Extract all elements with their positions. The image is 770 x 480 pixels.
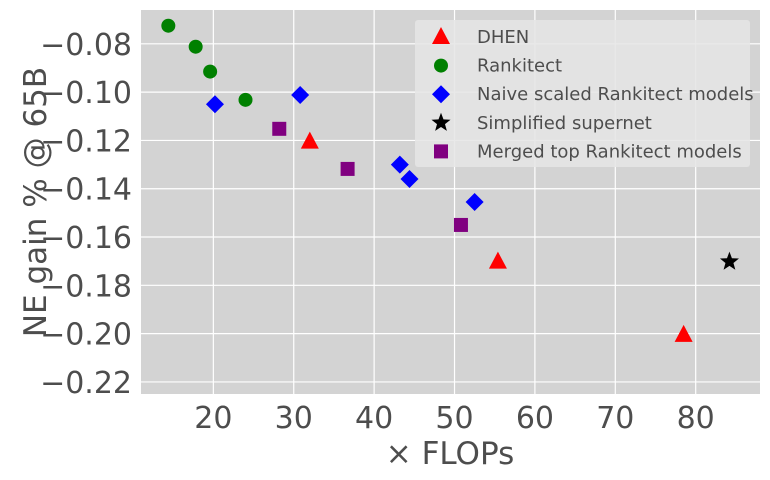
y-tick-label: −0.18 (40, 269, 132, 304)
data-point-merged-top-rankitect-models (453, 217, 468, 232)
y-tick-label: −0.20 (40, 318, 132, 353)
data-points (161, 18, 739, 342)
legend-label: Naive scaled Rankitect models (477, 84, 754, 105)
legend-item-rankitect: Rankitect (434, 56, 562, 77)
legend-marker-merged-top-rankitect-models (434, 144, 448, 159)
legend-marker-naive-scaled-rankitect-models (432, 85, 450, 104)
series-simplified-supernet (719, 251, 739, 270)
legend-box (415, 20, 750, 167)
series-merged-top-rankitect-models (272, 121, 468, 232)
y-tick-label: −0.12 (40, 124, 132, 159)
y-tick-label: −0.14 (40, 173, 132, 208)
data-point-rankitect (203, 64, 218, 79)
legend-marker-simplified-supernet (431, 112, 451, 131)
data-point-rankitect (238, 92, 253, 107)
series-naive-scaled-rankitect-models (205, 86, 484, 211)
legend-item-simplified-supernet: Simplified supernet (431, 112, 652, 134)
data-point-naive-scaled-rankitect-models (205, 95, 224, 114)
data-point-simplified-supernet (719, 251, 739, 270)
x-tick-label: 30 (275, 401, 313, 436)
data-point-rankitect (188, 39, 203, 54)
legend-label: Merged top Rankitect models (477, 141, 742, 162)
x-tick-label: 20 (194, 401, 232, 436)
data-point-naive-scaled-rankitect-models (400, 170, 419, 189)
legend-item-merged-top-rankitect-models: Merged top Rankitect models (434, 141, 742, 162)
series-dhen (300, 131, 693, 342)
data-point-merged-top-rankitect-models (272, 121, 287, 136)
data-point-dhen (674, 324, 693, 342)
x-tick-label: 40 (355, 401, 393, 436)
data-point-naive-scaled-rankitect-models (390, 155, 409, 174)
data-point-naive-scaled-rankitect-models (465, 193, 484, 211)
data-point-naive-scaled-rankitect-models (291, 86, 310, 105)
x-tick-labels: 20 30 40 50 60 70 80 (194, 401, 715, 436)
y-tick-label: −0.22 (40, 366, 132, 401)
legend-label: Simplified supernet (477, 113, 652, 134)
x-tick-label: 70 (596, 401, 634, 436)
x-tick-label: 80 (677, 401, 715, 436)
y-axis-label: NE gain % @ 65B (18, 67, 54, 337)
x-tick-label: 50 (435, 401, 473, 436)
legend-item-dhen: DHEN (432, 27, 529, 48)
data-point-dhen (300, 131, 319, 149)
legend-label: Rankitect (477, 56, 562, 77)
data-point-merged-top-rankitect-models (340, 161, 355, 176)
y-tick-label: −0.08 (40, 28, 132, 63)
y-tick-label: −0.10 (40, 76, 132, 111)
x-tick-label: 60 (516, 401, 554, 436)
legend: DHEN Rankitect Naive scaled Rankitect mode… (415, 20, 754, 167)
y-tick-label: −0.16 (40, 221, 132, 256)
y-tick-labels: −0.08 −0.10 −0.12 −0.14 −0.16 −0.18 −0.20 −0.22 (40, 28, 132, 401)
data-point-rankitect (161, 18, 176, 33)
legend-marker-rankitect (434, 58, 448, 73)
series-rankitect (161, 18, 253, 107)
x-axis-label: × FLOPs (386, 436, 515, 472)
legend-marker-dhen (432, 27, 450, 44)
data-point-dhen (488, 251, 507, 269)
legend-item-naive-scaled-rankitect-models: Naive scaled Rankitect models (432, 84, 754, 105)
legend-label: DHEN (477, 27, 529, 48)
